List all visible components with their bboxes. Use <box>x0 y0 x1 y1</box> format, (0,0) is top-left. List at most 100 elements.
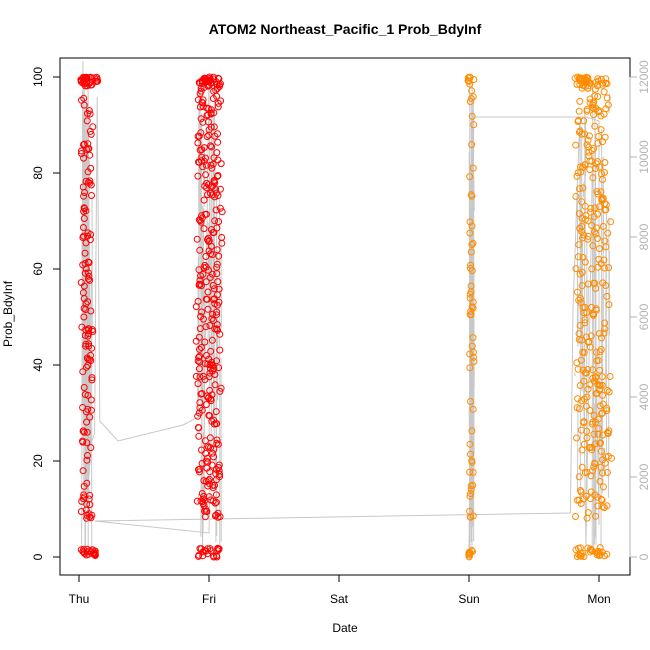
data-point <box>79 467 87 475</box>
data-point <box>84 298 92 306</box>
data-point <box>209 481 217 489</box>
data-point <box>208 143 216 151</box>
data-point <box>583 393 591 401</box>
data-point <box>603 80 611 88</box>
data-point <box>218 234 226 241</box>
data-point <box>574 73 582 81</box>
data-point <box>467 311 475 319</box>
data-point <box>83 439 91 447</box>
data-point <box>581 161 589 169</box>
data-point <box>466 468 474 476</box>
data-point <box>605 388 613 396</box>
data-point <box>599 469 606 477</box>
data-point <box>577 552 585 560</box>
data-point <box>467 248 475 256</box>
data-point <box>203 179 211 187</box>
data-point <box>81 269 89 277</box>
data-point <box>205 266 212 274</box>
data-point <box>470 358 478 365</box>
data-point <box>594 356 602 364</box>
data-point <box>584 385 592 393</box>
data-point <box>604 430 612 437</box>
data-point <box>210 285 218 293</box>
data-point <box>81 391 89 398</box>
data-point <box>215 252 223 260</box>
data-point <box>595 203 603 211</box>
data-point <box>199 548 207 556</box>
data-point <box>468 427 476 435</box>
data-point <box>213 552 220 560</box>
data-point <box>204 288 212 296</box>
count-series-segment <box>86 144 89 410</box>
data-point <box>201 437 209 445</box>
data-point <box>198 459 206 467</box>
data-point <box>600 110 608 118</box>
data-point <box>215 461 223 469</box>
data-point <box>203 112 211 119</box>
data-point <box>469 468 477 476</box>
data-point <box>577 356 585 364</box>
data-point <box>195 132 203 140</box>
data-point <box>200 502 208 509</box>
data-point <box>83 551 90 559</box>
data-point <box>212 78 220 86</box>
data-point <box>214 513 222 521</box>
data-point <box>467 95 475 102</box>
y-tick-label: 80 <box>31 166 45 180</box>
count-series-segment <box>88 160 91 176</box>
data-point <box>193 235 201 243</box>
data-point <box>598 75 605 83</box>
data-point <box>195 468 203 476</box>
data-point <box>603 407 611 415</box>
data-point <box>596 163 604 171</box>
data-point <box>210 453 218 461</box>
data-point <box>575 496 583 504</box>
x-tick-label: Fri <box>202 592 216 606</box>
data-point <box>205 126 213 134</box>
data-point <box>591 92 599 100</box>
data-point <box>466 450 474 458</box>
data-point <box>206 387 214 394</box>
data-point <box>202 401 210 409</box>
data-point <box>465 77 473 85</box>
data-point <box>573 434 581 442</box>
data-point <box>586 381 594 389</box>
data-point <box>468 141 476 149</box>
data-point <box>601 159 609 166</box>
data-point <box>213 224 221 232</box>
data-point <box>467 307 475 315</box>
data-point <box>593 188 601 196</box>
data-point <box>79 234 87 241</box>
data-point <box>595 425 603 433</box>
data-point <box>574 365 582 373</box>
data-point <box>575 185 583 193</box>
data-point <box>603 292 611 300</box>
plot-layer <box>77 60 615 561</box>
data-point <box>467 398 474 405</box>
data-point <box>573 288 581 296</box>
data-point <box>216 204 224 212</box>
y-tick-label: 100 <box>31 67 45 87</box>
data-point <box>598 170 605 178</box>
data-point <box>467 482 475 490</box>
data-point <box>590 145 597 153</box>
data-point <box>603 386 611 394</box>
count-series-segment <box>600 129 603 548</box>
data-point <box>78 96 85 104</box>
data-point <box>205 131 213 139</box>
data-point <box>580 418 588 426</box>
y2-tick-label: 2000 <box>637 463 650 490</box>
data-point <box>466 218 474 226</box>
data-point <box>596 366 604 374</box>
data-point <box>598 496 606 504</box>
data-point <box>596 385 604 393</box>
data-point <box>93 73 101 81</box>
data-point <box>581 130 589 138</box>
data-point <box>584 136 592 144</box>
data-point <box>600 256 608 264</box>
data-point <box>213 149 221 157</box>
data-point <box>207 189 214 197</box>
data-point <box>77 279 85 286</box>
data-point <box>198 308 206 316</box>
data-point <box>202 161 210 169</box>
